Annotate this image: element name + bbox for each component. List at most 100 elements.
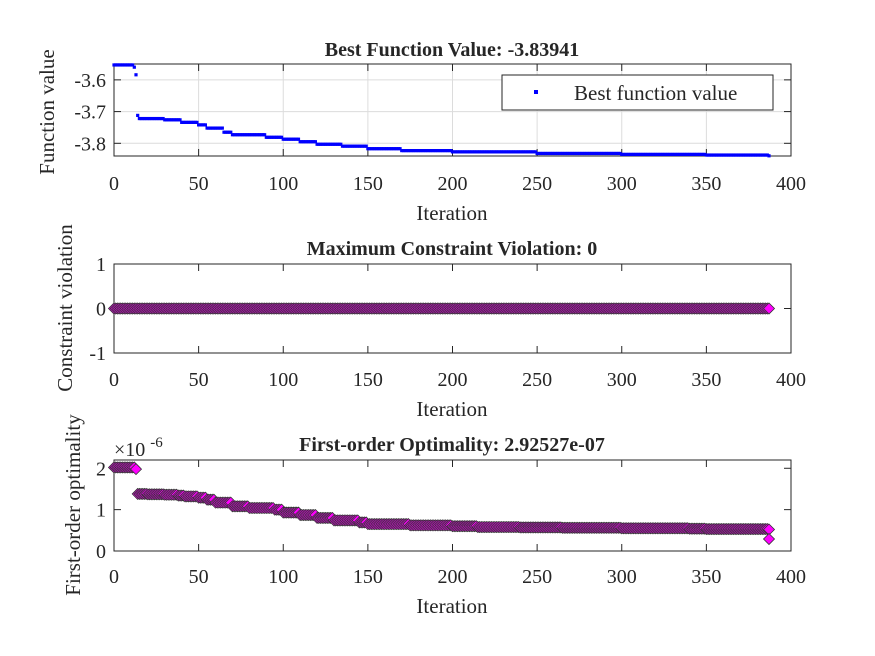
data-point <box>127 63 131 67</box>
data-point <box>325 142 329 146</box>
plot-constraint-violation: Maximum Constraint Violation: 0 0 50 100 15… <box>53 224 806 421</box>
data-point <box>613 151 617 156</box>
y-tick-label: -3.7 <box>74 102 106 124</box>
data-point <box>401 149 406 153</box>
data-point <box>643 152 648 157</box>
data-point <box>687 152 692 157</box>
data-point <box>728 153 732 157</box>
data-point <box>125 63 130 67</box>
data-point <box>461 150 465 154</box>
data-point <box>513 150 517 154</box>
data-point <box>224 130 228 134</box>
data-point <box>736 153 741 157</box>
data-point <box>188 120 192 124</box>
data-point <box>315 142 319 146</box>
data-point <box>518 150 522 154</box>
data-point <box>210 126 214 130</box>
data-point <box>455 150 460 154</box>
data-point <box>129 63 133 67</box>
data-point <box>677 152 681 157</box>
chart-title: Maximum Constraint Violation: 0 <box>307 238 598 260</box>
data-point <box>609 151 614 156</box>
y-axis-label: Constraint violation <box>53 224 77 392</box>
data-point <box>369 147 373 151</box>
legend[interactable]: Best function value <box>501 74 774 111</box>
data-point <box>400 149 404 153</box>
data-point <box>508 150 512 154</box>
data-point <box>364 144 368 148</box>
y-axis-label: First-order optimality <box>61 414 85 596</box>
data-point <box>149 116 153 121</box>
data-point <box>560 151 565 156</box>
data-point <box>572 151 576 156</box>
data-point <box>278 135 282 139</box>
data-point <box>440 149 444 153</box>
data-point <box>442 149 446 153</box>
data-point <box>462 150 466 154</box>
data-point <box>117 63 121 67</box>
data-point <box>131 63 135 67</box>
data-point <box>731 153 736 157</box>
data-point <box>684 152 688 157</box>
data-point <box>638 152 642 157</box>
data-point <box>716 153 720 157</box>
data-point <box>205 126 209 130</box>
data-point <box>691 152 695 157</box>
data-point <box>259 133 263 137</box>
data-point <box>481 150 485 154</box>
x-tick-label: 200 <box>438 369 468 391</box>
data-point <box>132 65 136 69</box>
data-point <box>533 150 538 154</box>
data-point <box>197 123 201 127</box>
data-point <box>484 150 488 154</box>
data-point <box>266 135 270 139</box>
data-point <box>367 147 372 151</box>
data-point <box>523 150 527 154</box>
data-point <box>525 150 529 154</box>
data-point <box>637 152 641 157</box>
data-point <box>767 154 771 158</box>
data-point <box>467 150 472 154</box>
data-point <box>310 140 314 144</box>
data-point <box>557 151 561 156</box>
data-point <box>760 153 764 157</box>
data-point <box>274 135 279 139</box>
data-point <box>352 144 356 148</box>
data-point <box>263 133 267 137</box>
data-point <box>520 150 524 154</box>
data-point <box>332 142 336 146</box>
x-tick-label: 50 <box>189 369 209 391</box>
data-point <box>713 153 717 157</box>
data-point <box>496 150 500 154</box>
y-tick-label: -3.6 <box>74 70 106 92</box>
data-point <box>640 152 644 157</box>
data-point <box>669 152 673 157</box>
data-point <box>747 153 751 157</box>
data-point <box>579 151 583 156</box>
data-point <box>445 149 450 153</box>
y-tick-label: 2 <box>96 458 106 480</box>
data-point <box>247 133 251 137</box>
data-point <box>361 144 365 148</box>
data-point <box>129 463 143 476</box>
data-point <box>540 151 544 156</box>
data-point <box>447 149 451 153</box>
data-point <box>234 133 238 137</box>
data-point <box>584 151 588 156</box>
data-point <box>396 147 400 151</box>
data-point <box>506 150 510 154</box>
data-point <box>743 153 747 157</box>
data-point <box>273 135 277 139</box>
x-tick-label: 400 <box>776 173 806 195</box>
data-point <box>648 152 653 157</box>
data-point <box>730 153 734 157</box>
data-point <box>298 140 302 144</box>
data-point <box>621 152 626 157</box>
data-point <box>144 116 148 121</box>
data-point <box>748 153 752 157</box>
data-point <box>503 150 507 154</box>
data-point <box>703 152 707 157</box>
data-point <box>630 152 634 157</box>
data-point <box>491 150 495 154</box>
data-point <box>312 140 316 144</box>
